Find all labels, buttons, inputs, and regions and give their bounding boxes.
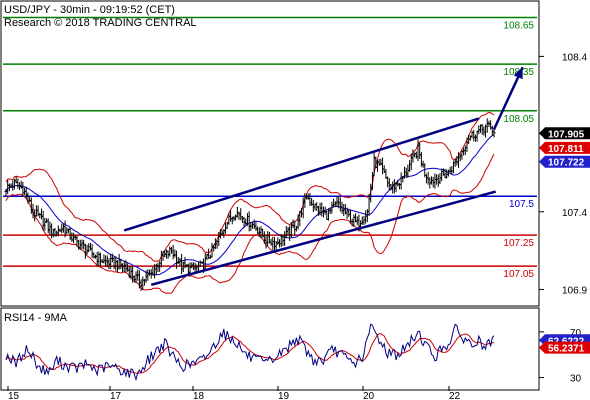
price-tags: 107.905 107.811 107.722	[539, 127, 590, 169]
moving-average-line	[5, 133, 495, 276]
time-axis: 15 17 18 19 20 22	[7, 386, 461, 400]
level-label-4: 107.25	[503, 238, 534, 249]
price-panel-frame	[0, 0, 540, 307]
price-tick-label-2: 106.9	[562, 285, 587, 296]
level-label-3: 107.5	[509, 199, 534, 210]
price-tick-label-0: 108.4	[562, 52, 587, 63]
price-tag-0: 107.905	[539, 127, 590, 140]
time-tick-label-4: 20	[363, 391, 375, 400]
rsi-tag-label: 56.2371	[548, 344, 585, 355]
time-tick-label-5: 22	[449, 391, 461, 400]
price-tag-label: 107.811	[548, 144, 584, 155]
rsi-lines	[5, 323, 495, 382]
projection-arrow-shaft	[492, 66, 524, 130]
rsi-tick-label-1: 30	[570, 374, 582, 385]
rsi-tag-1: 56.2371	[539, 341, 590, 355]
price-bar	[492, 128, 496, 138]
level-label-2: 108.05	[503, 114, 534, 125]
price-tick-label-1: 107.4	[562, 208, 587, 219]
channel-lower-line	[150, 190, 497, 287]
price-tag-label: 107.722	[548, 158, 585, 169]
level-label-5: 107.05	[503, 269, 534, 280]
time-tick-label-2: 18	[193, 391, 205, 400]
lower-band-line	[5, 153, 495, 294]
rsi-line	[5, 323, 495, 382]
rsi-axis: 703062.622256.2371	[539, 328, 590, 385]
time-tick-label-0: 15	[8, 391, 20, 400]
level-label-0: 108.65	[503, 21, 534, 32]
header-credit: Research © 2018 TRADING CENTRAL	[4, 17, 197, 29]
time-tick-label-1: 17	[110, 391, 122, 400]
price-tag-2: 107.722	[539, 155, 590, 169]
channel-upper-line	[123, 117, 480, 232]
price-tag-1: 107.811	[539, 141, 590, 155]
rsi-panel-frame	[0, 307, 540, 391]
projection-arrow-head	[513, 67, 523, 80]
price-bars	[4, 118, 496, 291]
rsi-tick-label-0: 70	[570, 328, 582, 339]
price-axis: 108.4 107.4 106.9	[539, 52, 587, 296]
rsi-title: RSI14 - 9MA	[4, 312, 68, 324]
trend-channel	[123, 66, 524, 287]
time-tick-label-3: 19	[278, 391, 290, 400]
header-title: USD/JPY - 30min - 09:19:52 (CET)	[4, 4, 175, 16]
price-tag-label: 107.905	[548, 129, 585, 140]
